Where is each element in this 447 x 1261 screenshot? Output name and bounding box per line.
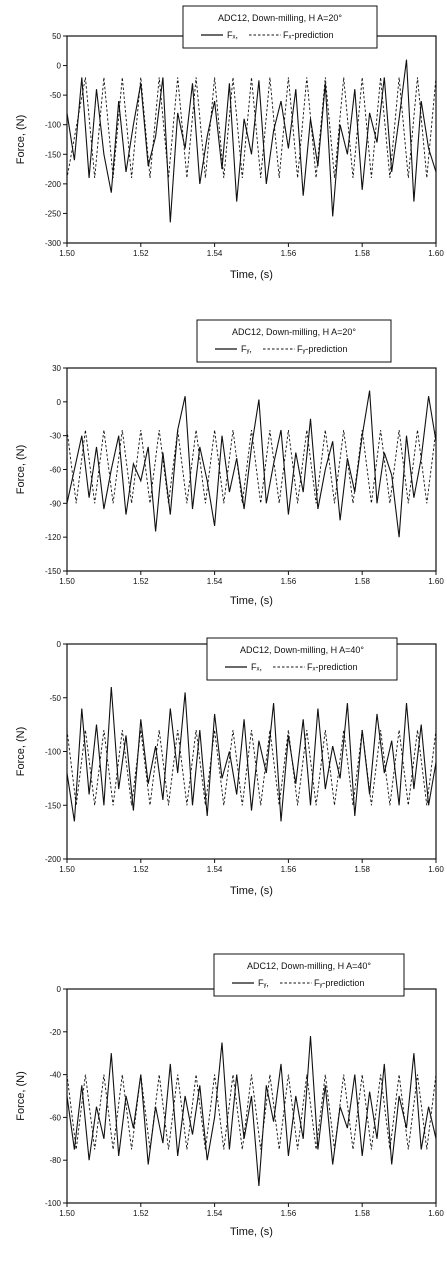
y-tick-label: -60 [49, 1113, 61, 1122]
chart-1-svg: 1.50 1.52 1.54 1.56 1.58 1.60 50 0 -50 -100 -150 -2… [15, 5, 444, 281]
x-tick-label: 1.50 [59, 1209, 75, 1218]
chart-4-svg: 1.50 1.52 1.54 1.56 1.58 1.60 0 -20 -40 -60 -80 -10… [15, 953, 444, 1238]
y-tick-label: 0 [57, 62, 62, 71]
y-tick-label: 0 [57, 985, 62, 994]
legend-label-prediction: Fₓ-prediction [283, 30, 333, 40]
legend-label-measured: Fₓ, [251, 662, 262, 672]
y-tick-label: -250 [45, 209, 62, 218]
y-tick-label: -30 [49, 432, 61, 441]
x-axis-label: Time, (s) [230, 595, 273, 607]
x-tick-label: 1.50 [59, 577, 75, 586]
x-tick-label: 1.60 [428, 865, 444, 874]
x-tick-label: 1.52 [133, 865, 149, 874]
y-tick-label: 0 [57, 640, 62, 649]
legend-box [213, 953, 405, 997]
y-tick-label: -150 [45, 567, 62, 576]
y-axis-label: Force, (N) [15, 1071, 27, 1121]
series-line-prediction [66, 729, 437, 806]
y-tick-label: -50 [49, 91, 61, 100]
y-axis-label: Force, (N) [15, 445, 27, 495]
x-tick-label: 1.56 [281, 249, 297, 258]
chart-panel-2: 1.50 1.52 1.54 1.56 1.58 1.60 30 0 -30 -60 -90 -120… [0, 314, 447, 628]
y-tick-label: -200 [45, 855, 62, 864]
chart-panel-1: 1.50 1.52 1.54 1.56 1.58 1.60 50 0 -50 -100 -150 -2… [0, 0, 447, 314]
series-line-measured [66, 390, 437, 538]
legend-label-measured: Fₓ, [227, 30, 238, 40]
y-tick-label: -90 [49, 499, 61, 508]
x-tick-label: 1.52 [133, 577, 149, 586]
series-line-measured [66, 59, 437, 223]
series-line-prediction [66, 77, 437, 178]
series-line-prediction [66, 429, 437, 504]
x-tick-label: 1.54 [207, 865, 223, 874]
legend-label-prediction: Fᵧ-prediction [314, 978, 364, 988]
x-axis-label: Time, (s) [230, 1226, 273, 1238]
x-tick-label: 1.50 [59, 249, 75, 258]
y-tick-label: -80 [49, 1156, 61, 1165]
y-tick-label: -20 [49, 1028, 61, 1037]
y-tick-label: -300 [45, 239, 62, 248]
y-tick-label: 0 [57, 398, 62, 407]
legend-box [206, 637, 398, 681]
chart-panel-3: 1.50 1.52 1.54 1.56 1.58 1.60 0 -50 -100 -150 -200… [0, 628, 447, 942]
legend-box [182, 5, 378, 49]
y-tick-label: -60 [49, 466, 61, 475]
series-line-prediction [66, 1074, 437, 1150]
y-tick-label: -50 [49, 694, 61, 703]
x-tick-label: 1.54 [207, 249, 223, 258]
legend-label-prediction: Fᵧ-prediction [297, 344, 347, 354]
y-tick-label: -150 [45, 801, 62, 810]
y-tick-label: -120 [45, 533, 62, 542]
x-tick-label: 1.52 [133, 1209, 149, 1218]
legend-label-prediction: Fₓ-prediction [307, 662, 357, 672]
x-axis-label: Time, (s) [230, 269, 273, 281]
y-axis-label: Force, (N) [15, 115, 27, 165]
legend-label-measured: Fᵧ, [241, 344, 252, 354]
chart-panel-4: 1.50 1.52 1.54 1.56 1.58 1.60 0 -20 -40 -60 -80 -10… [0, 942, 447, 1256]
y-tick-label: 50 [52, 32, 61, 41]
chart-3-svg: 1.50 1.52 1.54 1.56 1.58 1.60 0 -50 -100 -150 -200… [15, 637, 444, 897]
legend-title: ADC12, Down-milling, H A=40° [240, 645, 364, 655]
legend-title: ADC12, Down-milling, H A=20° [232, 327, 356, 337]
x-tick-label: 1.50 [59, 865, 75, 874]
series-line-measured [66, 686, 437, 822]
x-tick-label: 1.58 [354, 577, 370, 586]
x-tick-label: 1.60 [428, 577, 444, 586]
y-tick-label: -200 [45, 180, 62, 189]
legend-title: ADC12, Down-milling, H A=40° [247, 961, 371, 971]
y-tick-label: -150 [45, 150, 62, 159]
x-tick-label: 1.58 [354, 1209, 370, 1218]
y-tick-label: -100 [45, 748, 62, 757]
y-tick-label: 30 [52, 364, 61, 373]
x-tick-label: 1.60 [428, 1209, 444, 1218]
x-tick-label: 1.54 [207, 1209, 223, 1218]
chart-2-svg: 1.50 1.52 1.54 1.56 1.58 1.60 30 0 -30 -60 -90 -120… [15, 319, 444, 607]
legend-label-measured: Fᵧ, [258, 978, 269, 988]
x-tick-label: 1.56 [281, 577, 297, 586]
y-axis-label: Force, (N) [15, 727, 27, 777]
legend-title: ADC12, Down-milling, H A=20° [218, 13, 342, 23]
y-tick-label: -100 [45, 1199, 62, 1208]
y-tick-label: -100 [45, 121, 62, 130]
x-tick-label: 1.60 [428, 249, 444, 258]
y-tick-label: -40 [49, 1071, 61, 1080]
x-axis-label: Time, (s) [230, 885, 273, 897]
x-tick-label: 1.52 [133, 249, 149, 258]
series-line-measured [66, 1036, 437, 1186]
x-tick-label: 1.54 [207, 577, 223, 586]
legend-box [196, 319, 392, 363]
x-tick-label: 1.56 [281, 865, 297, 874]
x-tick-label: 1.58 [354, 249, 370, 258]
x-tick-label: 1.58 [354, 865, 370, 874]
x-tick-label: 1.56 [281, 1209, 297, 1218]
